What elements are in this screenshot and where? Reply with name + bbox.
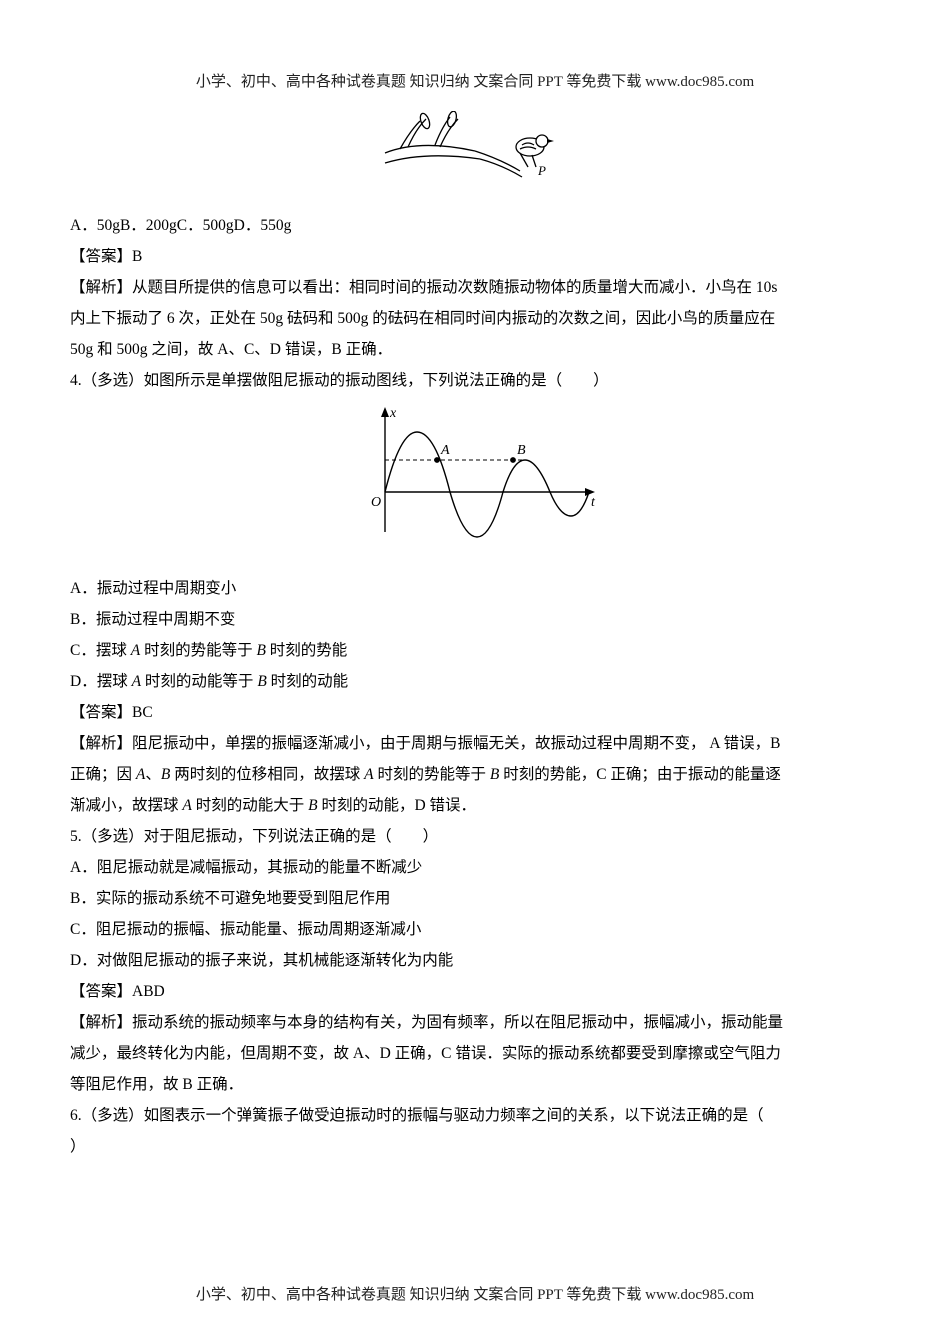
q4c-mid2: 时刻的势能 — [266, 642, 347, 659]
graph-x-axis: t — [591, 495, 596, 510]
e4c-B: B — [308, 797, 317, 814]
e4c-A: A — [182, 797, 191, 814]
q4d-mid2: 时刻的动能 — [267, 673, 348, 690]
explain-4c: 渐减小，故摆球 A 时刻的动能大于 B 时刻的动能，D 错误． — [70, 790, 880, 821]
e4b-m4: 时刻的势能，C 正确；由于振动的能量逐 — [499, 766, 781, 783]
e4b-B1: B — [161, 766, 170, 783]
bird-branch-svg: P — [380, 111, 570, 189]
e4b-pre: 正确；因 — [70, 766, 136, 783]
e4b-A2: A — [364, 766, 373, 783]
q4-opt-b: B．振动过程中周期不变 — [70, 604, 880, 635]
e4b-A1: A — [136, 766, 145, 783]
explain-4a: 【解析】阻尼振动中，单摆的振幅逐渐减小，由于周期与振幅无关，故振动过程中周期不变… — [70, 728, 880, 759]
explain-5a: 【解析】振动系统的振动频率与本身的结构有关，为固有频率，所以在阻尼振动中，振幅减… — [70, 1007, 880, 1038]
explain-3b: 内上下振动了 6 次，正处在 50g 砝码和 500g 的砝码在相同时间内振动的… — [70, 303, 880, 334]
e4c-m1: 时刻的动能大于 — [192, 797, 308, 814]
page-footer: 小学、初中、高中各种试卷真题 知识归纳 文案合同 PPT 等免费下载 www.d… — [70, 1283, 880, 1304]
answer-5: 【答案】ABD — [70, 976, 880, 1007]
e4b-B2: B — [490, 766, 499, 783]
q4-opt-c: C．摆球 A 时刻的势能等于 B 时刻的势能 — [70, 635, 880, 666]
q4d-pre: D．摆球 — [70, 673, 132, 690]
damped-graph-svg: A B O x t — [345, 402, 605, 552]
q4c-pre: C．摆球 — [70, 642, 131, 659]
e4c-m2: 时刻的动能，D 错误． — [318, 797, 476, 814]
explain-5c: 等阻尼作用，故 B 正确． — [70, 1069, 880, 1100]
q4d-B: B — [257, 673, 266, 690]
q3-options: A．50gB．200gC．500gD．550g — [70, 210, 880, 241]
figure-bird-branch: P — [70, 111, 880, 200]
q5-stem: 5.（多选）对于阻尼振动，下列说法正确的是（ ） — [70, 821, 880, 852]
q5-opt-d: D．对做阻尼振动的振子来说，其机械能逐渐转化为内能 — [70, 945, 880, 976]
figure-label-p: P — [537, 163, 546, 178]
q6-stem-a: 6.（多选）如图表示一个弹簧振子做受迫振动时的振幅与驱动力频率之间的关系，以下说… — [70, 1100, 880, 1131]
graph-origin: O — [371, 495, 381, 510]
e4c-pre: 渐减小，故摆球 — [70, 797, 182, 814]
explain-3c: 50g 和 500g 之间，故 A、C、D 错误，B 正确． — [70, 334, 880, 365]
e4b-m3: 时刻的势能等于 — [374, 766, 490, 783]
q4-stem: 4.（多选）如图所示是单摆做阻尼振动的振动图线，下列说法正确的是（ ） — [70, 365, 880, 396]
q5-opt-c: C．阻尼振动的振幅、振动能量、振动周期逐渐减小 — [70, 914, 880, 945]
q6-stem-b: ） — [70, 1131, 880, 1162]
answer-4: 【答案】BC — [70, 697, 880, 728]
e4b-m1: 、 — [145, 766, 161, 783]
explain-5b: 减少，最终转化为内能，但周期不变，故 A、D 正确，C 错误．实际的振动系统都要… — [70, 1038, 880, 1069]
explain-3a: 【解析】从题目所提供的信息可以看出：相同时间的振动次数随振动物体的质量增大而减小… — [70, 272, 880, 303]
graph-point-a: A — [440, 443, 450, 458]
q4-opt-a: A．振动过程中周期变小 — [70, 573, 880, 604]
e4b-m2: 两时刻的位移相同，故摆球 — [170, 766, 364, 783]
q4d-mid1: 时刻的动能等于 — [141, 673, 257, 690]
q4c-A: A — [131, 642, 140, 659]
page-header: 小学、初中、高中各种试卷真题 知识归纳 文案合同 PPT 等免费下载 www.d… — [70, 70, 880, 91]
q4d-A: A — [132, 673, 141, 690]
explain-4b: 正确；因 A、B 两时刻的位移相同，故摆球 A 时刻的势能等于 B 时刻的势能，… — [70, 759, 880, 790]
graph-point-b: B — [517, 443, 526, 458]
q5-opt-a: A．阻尼振动就是减幅振动，其振动的能量不断减少 — [70, 852, 880, 883]
figure-damped-graph: A B O x t — [70, 402, 880, 563]
q5-opt-b: B．实际的振动系统不可避免地要受到阻尼作用 — [70, 883, 880, 914]
q4c-B: B — [256, 642, 265, 659]
q4-opt-d: D．摆球 A 时刻的动能等于 B 时刻的动能 — [70, 666, 880, 697]
graph-y-axis: x — [389, 406, 397, 421]
answer-3: 【答案】B — [70, 241, 880, 272]
q4c-mid1: 时刻的势能等于 — [140, 642, 256, 659]
document-body: P A．50gB．200gC．500gD．550g 【答案】B 【解析】从题目所… — [70, 111, 880, 1162]
